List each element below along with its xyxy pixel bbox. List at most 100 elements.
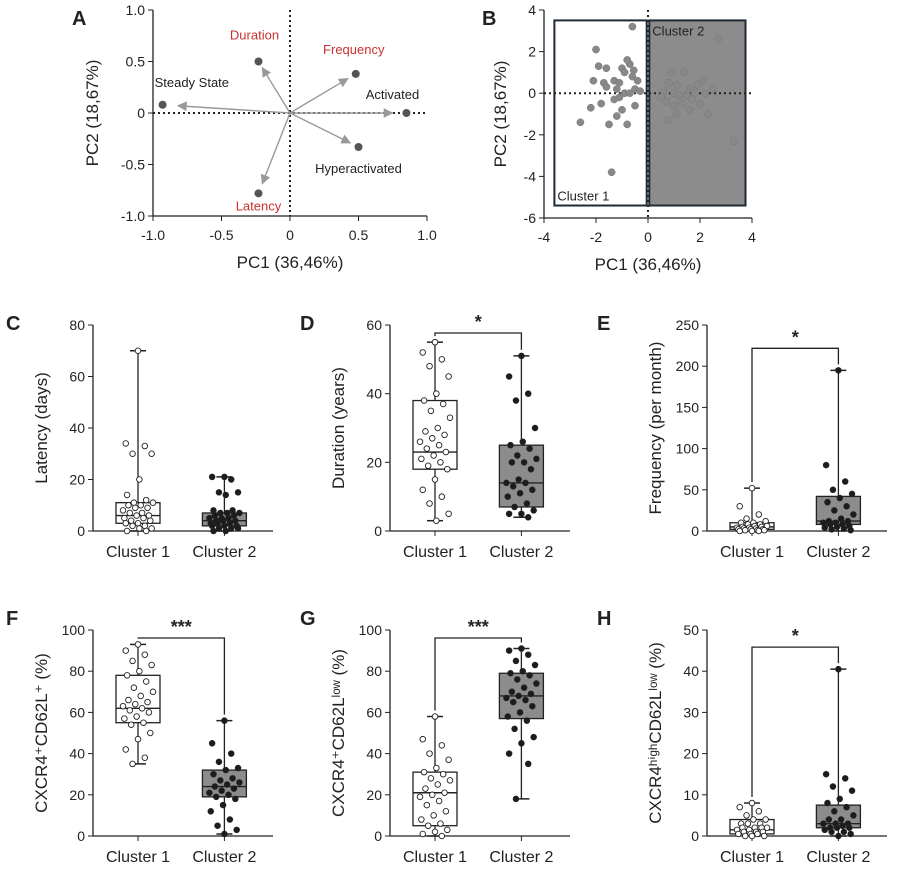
significance-bracket: [751, 347, 840, 483]
data-point: [508, 688, 516, 696]
data-point: [134, 735, 142, 743]
loading-point: [254, 57, 263, 66]
data-point: [511, 503, 518, 511]
y-tick-label: -0.5: [121, 157, 145, 173]
data-point: [610, 95, 619, 104]
data-point: [836, 494, 844, 502]
data-point: [741, 832, 749, 840]
category-label: Cluster 1: [720, 849, 784, 866]
loading-label: Hyperactivated: [315, 161, 402, 176]
data-point: [631, 101, 639, 110]
data-point: [518, 352, 525, 360]
data-point: [602, 83, 611, 91]
y-tick-label: 20: [683, 746, 699, 762]
cluster-region: [553, 19, 648, 207]
data-point: [526, 672, 533, 679]
data-point: [533, 680, 540, 687]
data-point: [516, 489, 524, 497]
data-point: [418, 816, 425, 823]
data-point: [125, 696, 132, 704]
data-point: [126, 707, 134, 714]
category-label: Cluster 1: [403, 849, 467, 866]
data-point: [529, 486, 536, 494]
data-point: [589, 76, 598, 85]
data-point: [514, 676, 521, 683]
data-point: [122, 520, 129, 527]
loading-label: Activated: [366, 87, 419, 102]
category-label: Cluster 1: [403, 544, 467, 561]
data-point: [416, 793, 424, 801]
data-point: [419, 735, 426, 743]
y-tick-label: 250: [676, 317, 700, 333]
data-point: [134, 347, 142, 355]
data-point: [837, 515, 845, 522]
y-tick-label: 0: [137, 105, 145, 121]
data-point: [148, 450, 155, 458]
y-tick-label: 60: [69, 704, 85, 720]
data-point: [662, 97, 671, 106]
significance-label: *: [475, 312, 482, 332]
data-point: [122, 647, 129, 654]
data-point: [140, 514, 147, 522]
significance-label: ***: [468, 617, 489, 637]
data-point: [141, 754, 149, 761]
data-point: [511, 725, 518, 733]
loading-point: [354, 142, 363, 151]
y-tick-label: 80: [366, 663, 382, 679]
data-point: [234, 489, 242, 496]
data-point: [444, 826, 451, 834]
data-point: [229, 775, 236, 782]
data-point: [149, 499, 157, 506]
data-point: [434, 781, 441, 788]
data-point: [518, 510, 525, 518]
data-point: [833, 824, 841, 832]
data-point: [427, 775, 435, 782]
data-point: [512, 795, 520, 803]
data-point: [533, 455, 540, 463]
data-point: [444, 465, 451, 473]
data-point: [843, 803, 850, 811]
data-point: [424, 462, 432, 470]
data-point: [821, 826, 829, 834]
y-tick-label: 0: [77, 523, 85, 539]
data-point: [519, 438, 527, 445]
data-point: [419, 830, 426, 838]
data-point: [419, 486, 426, 494]
data-point: [442, 448, 450, 456]
data-point: [234, 764, 242, 772]
data-point: [142, 496, 150, 504]
data-point: [516, 709, 524, 716]
significance-bracket: [434, 332, 523, 350]
data-point: [520, 459, 528, 466]
data-point: [693, 81, 702, 89]
data-point: [620, 68, 629, 77]
data-point: [519, 667, 527, 675]
y-tick-label: 0: [374, 828, 382, 844]
data-point: [527, 465, 535, 473]
data-point: [141, 442, 149, 450]
data-point: [761, 832, 768, 840]
data-point: [683, 91, 691, 100]
data-point: [136, 525, 143, 532]
data-point: [523, 717, 531, 724]
data-point: [520, 684, 528, 691]
data-point: [612, 112, 621, 120]
data-point: [142, 527, 150, 535]
data-point: [754, 830, 761, 838]
loading-label: Steady State: [155, 75, 229, 90]
data-point: [748, 527, 756, 535]
y-tick-label: 0: [691, 828, 699, 844]
data-point: [518, 645, 525, 652]
data-point: [147, 729, 154, 737]
data-point: [144, 504, 151, 512]
data-point: [512, 657, 520, 665]
data-point: [503, 694, 510, 702]
data-point: [831, 808, 838, 815]
data-point: [427, 407, 435, 415]
data-point: [418, 455, 425, 463]
panel-c: C 80 60 40 20 0 Latency (days) Cluster 1 Cluster…: [6, 313, 273, 561]
data-point: [824, 498, 831, 506]
data-point: [210, 527, 217, 535]
data-point: [437, 459, 444, 466]
data-point: [236, 509, 243, 517]
